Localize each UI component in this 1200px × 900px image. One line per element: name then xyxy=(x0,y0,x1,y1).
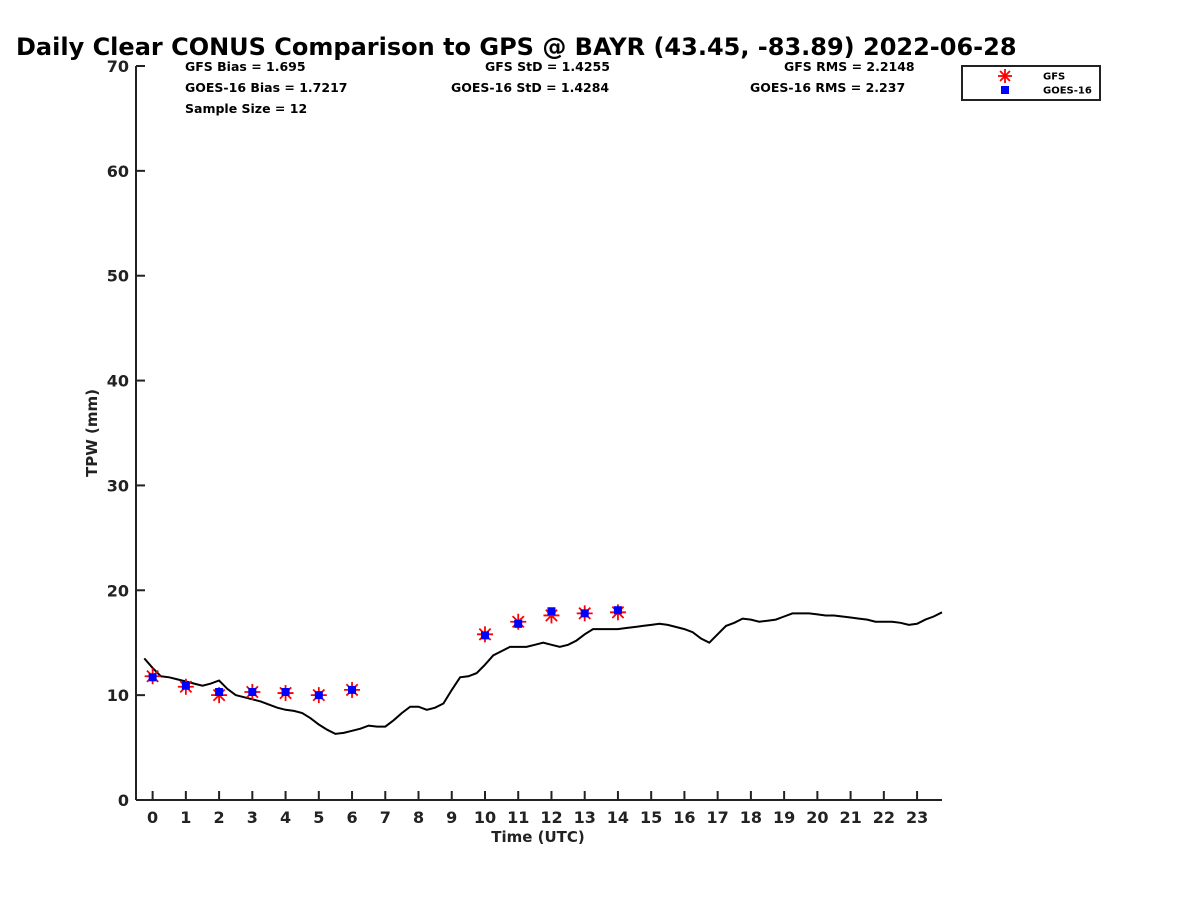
stat-goes-bias: GOES-16 Bias = 1.7217 xyxy=(185,80,347,95)
x-tick-label: 4 xyxy=(280,808,291,827)
x-tick-label: 5 xyxy=(313,808,324,827)
goes16-point xyxy=(481,631,489,639)
goes16-point xyxy=(215,688,223,696)
x-tick-label: 1 xyxy=(180,808,191,827)
chart-title: Daily Clear CONUS Comparison to GPS @ BA… xyxy=(16,33,1017,61)
goes16-point xyxy=(581,609,589,617)
x-axis-label: Time (UTC) xyxy=(491,828,585,846)
y-tick-label: 70 xyxy=(107,57,129,76)
axes xyxy=(136,66,942,800)
x-tick-label: 23 xyxy=(906,808,928,827)
stat-goes-std: GOES-16 StD = 1.4284 xyxy=(451,80,609,95)
y-tick-label: 40 xyxy=(107,372,129,391)
stat-sample-size: Sample Size = 12 xyxy=(185,101,307,116)
y-tick-label: 10 xyxy=(107,686,129,705)
stat-goes-rms: GOES-16 RMS = 2.237 xyxy=(750,80,905,95)
x-tick-label: 0 xyxy=(147,808,158,827)
gps-series-line xyxy=(144,612,942,734)
y-tick-label: 20 xyxy=(107,581,129,600)
goes16-point xyxy=(614,606,622,614)
x-tick-label: 18 xyxy=(740,808,762,827)
y-axis-label: TPW (mm) xyxy=(83,389,101,477)
x-tick-label: 6 xyxy=(346,808,357,827)
legend-label: GFS xyxy=(1043,72,1065,83)
x-tick-label: 14 xyxy=(607,808,629,827)
x-tick-label: 21 xyxy=(839,808,861,827)
x-tick-label: 12 xyxy=(540,808,562,827)
stat-gfs-rms: GFS RMS = 2.2148 xyxy=(784,59,915,74)
x-tick-label: 17 xyxy=(707,808,729,827)
legend: GFS GOES-16 xyxy=(962,66,1100,100)
x-tick-label: 13 xyxy=(574,808,596,827)
y-tick-label: 0 xyxy=(118,791,129,810)
y-ticks: 0 10 20 30 40 50 60 70 xyxy=(107,57,145,810)
x-tick-label: 8 xyxy=(413,808,424,827)
goes16-point xyxy=(547,607,555,615)
x-tick-label: 2 xyxy=(214,808,225,827)
stat-gfs-std: GFS StD = 1.4255 xyxy=(485,59,610,74)
x-tick-label: 20 xyxy=(806,808,828,827)
x-tick-label: 19 xyxy=(773,808,795,827)
legend-goes16-marker xyxy=(1001,86,1009,94)
x-tick-label: 15 xyxy=(640,808,662,827)
goes16-point xyxy=(248,688,256,696)
legend-gfs-marker xyxy=(998,69,1012,83)
x-tick-label: 22 xyxy=(873,808,895,827)
x-tick-label: 3 xyxy=(247,808,258,827)
goes16-point xyxy=(348,686,356,694)
goes16-point xyxy=(315,691,323,699)
goes16-point xyxy=(149,673,157,681)
y-tick-label: 50 xyxy=(107,267,129,286)
goes16-point xyxy=(182,682,190,690)
x-tick-label: 11 xyxy=(507,808,529,827)
x-tick-label: 9 xyxy=(446,808,457,827)
goes16-point xyxy=(514,620,522,628)
x-tick-label: 10 xyxy=(474,808,496,827)
plot-area xyxy=(144,604,942,734)
y-tick-label: 60 xyxy=(107,162,129,181)
stat-gfs-bias: GFS Bias = 1.695 xyxy=(185,59,306,74)
x-tick-label: 7 xyxy=(380,808,391,827)
x-tick-label: 16 xyxy=(673,808,695,827)
y-tick-label: 30 xyxy=(107,476,129,495)
goes16-point xyxy=(282,688,290,696)
x-ticks: 0 1 2 3 4 5 6 7 8 9 10 11 12 13 14 15 16 17 18 19 20 21 22 23 xyxy=(147,791,928,827)
legend-label: GOES-16 xyxy=(1043,86,1092,97)
